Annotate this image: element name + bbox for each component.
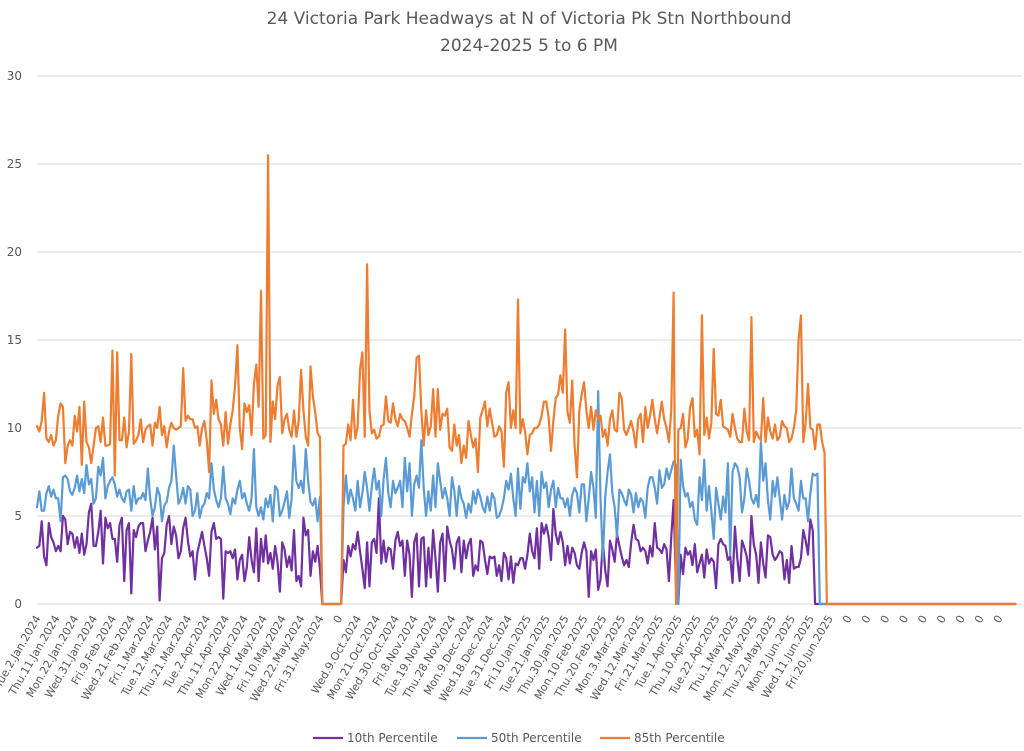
legend-label: 50th Percentile bbox=[491, 731, 582, 745]
y-tick-label: 0 bbox=[14, 597, 22, 611]
x-tick-label: 0 bbox=[915, 613, 930, 626]
series-line-85th-percentile bbox=[35, 154, 1017, 606]
y-axis-ticks: 0 5 10 15 20 25 30 bbox=[7, 69, 22, 611]
x-tick-label: 0 bbox=[953, 613, 968, 626]
series-line-50th-percentile bbox=[35, 389, 1017, 606]
x-axis-ticks: Tue.2.Jan.2024Thu.11.Jan.2024Mon.22.Jan.… bbox=[0, 613, 1006, 704]
chart-title: 24 Victoria Park Headways at N of Victor… bbox=[267, 9, 792, 29]
series-line-10th-percentile bbox=[35, 497, 1017, 606]
x-tick-label: 0 bbox=[897, 613, 912, 626]
x-tick-label: 0 bbox=[859, 613, 874, 626]
x-tick-label: 0 bbox=[972, 613, 987, 626]
x-tick-label: 0 bbox=[331, 613, 346, 626]
x-tick-label: 0 bbox=[991, 613, 1006, 626]
y-tick-label: 10 bbox=[7, 421, 22, 435]
x-tick-label: 0 bbox=[878, 613, 893, 626]
series-lines bbox=[35, 154, 1017, 606]
y-tick-label: 30 bbox=[7, 69, 22, 83]
x-tick-label: 0 bbox=[840, 613, 855, 626]
legend-label: 10th Percentile bbox=[347, 731, 438, 745]
chart-subtitle: 2024-2025 5 to 6 PM bbox=[440, 36, 618, 56]
legend-label: 85th Percentile bbox=[634, 731, 725, 745]
y-tick-label: 15 bbox=[7, 333, 22, 347]
legend: 10th Percentile 50th Percentile 85th Perce… bbox=[313, 731, 725, 745]
y-tick-label: 20 bbox=[7, 245, 22, 259]
y-tick-label: 5 bbox=[14, 509, 22, 523]
x-tick-label: 0 bbox=[934, 613, 949, 626]
y-tick-label: 25 bbox=[7, 157, 22, 171]
